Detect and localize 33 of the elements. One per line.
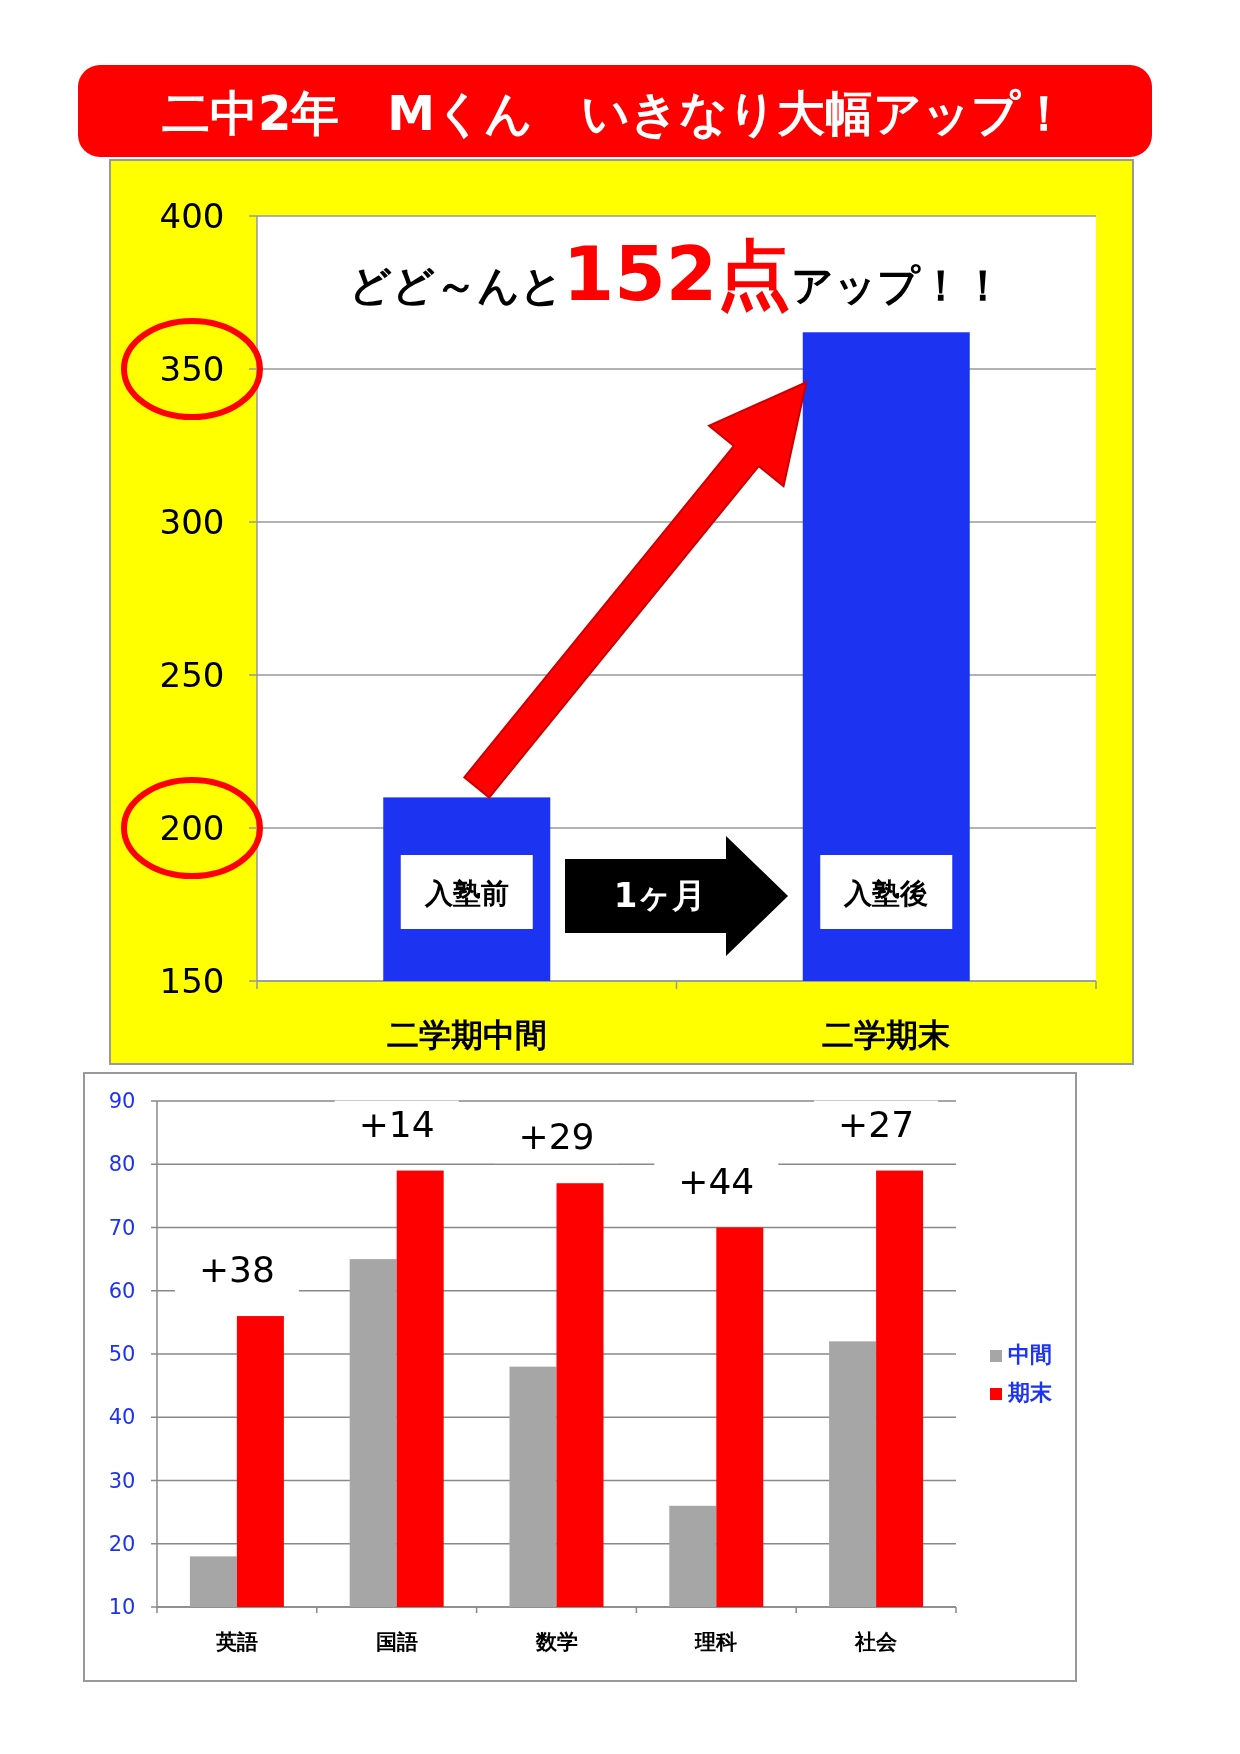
annotation: +44: [678, 1160, 755, 1202]
annotation: +38: [198, 1249, 275, 1291]
y-tick-label: 30: [108, 1468, 136, 1493]
y-tick-label: 60: [108, 1278, 136, 1303]
y-tick-label: 250: [159, 655, 225, 695]
y-tick-label: 200: [159, 808, 225, 848]
y-tick-label: 400: [159, 196, 225, 236]
annotation: +29: [518, 1116, 595, 1158]
y-tick-label: 70: [108, 1215, 136, 1240]
x-tick-label: 理科: [694, 1630, 738, 1654]
y-tick-label: 350: [159, 349, 225, 389]
legend-label: 期末: [1007, 1380, 1053, 1405]
y-tick-label: 90: [108, 1089, 136, 1113]
annotation: +27: [838, 1103, 915, 1145]
y-tick-label: 150: [159, 961, 225, 1001]
x-tick-label: 数学: [534, 1630, 578, 1654]
annotation: 入塾前: [423, 877, 509, 910]
annotation: 入塾後: [843, 877, 929, 910]
y-tick-label: 300: [159, 502, 225, 542]
x-tick-label: 国語: [375, 1630, 418, 1654]
y-tick-label: 50: [108, 1342, 136, 1366]
x-tick-label: 英語: [214, 1630, 258, 1654]
chart-title: 二中2年 Mくん いきなり大幅アップ！: [161, 85, 1069, 141]
annotation: +14: [358, 1103, 435, 1145]
annotation: 1ヶ月: [613, 875, 707, 915]
y-tick-label: 10: [108, 1595, 136, 1619]
x-tick-label: 社会: [854, 1630, 899, 1654]
legend-label: 中間: [1008, 1342, 1052, 1367]
y-tick-label: 20: [108, 1531, 136, 1556]
y-tick-label: 80: [108, 1152, 136, 1177]
x-tick-label: 二学期中間: [386, 1016, 547, 1054]
x-tick-label: 二学期末: [822, 1016, 951, 1054]
y-tick-label: 40: [108, 1405, 136, 1430]
